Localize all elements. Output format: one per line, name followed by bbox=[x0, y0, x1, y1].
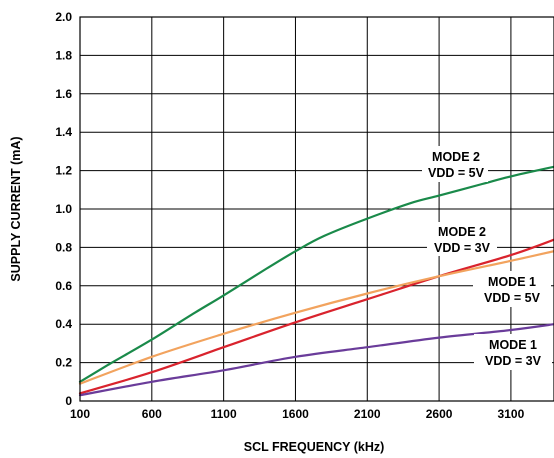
annotation-mode1-3v: MODE 1 VDD = 3V bbox=[474, 334, 552, 370]
y-tick-label: 1.4 bbox=[55, 125, 72, 139]
annotation-background bbox=[473, 271, 551, 307]
y-tick-label: 0.4 bbox=[55, 317, 72, 331]
series-mode1-3v bbox=[78, 323, 554, 397]
tick-labels: 100 600 1100 1600 2100 2600 3100 0 0.2 0.4 0.6 0.8 1… bbox=[55, 10, 524, 421]
y-tick-label: 0.8 bbox=[55, 240, 72, 254]
y-tick-label: 1.6 bbox=[55, 87, 72, 101]
y-tick-label: 0 bbox=[65, 394, 72, 408]
x-tick-label: 2600 bbox=[426, 407, 453, 421]
grid bbox=[80, 17, 554, 401]
annotation-line2: VDD = 3V bbox=[485, 354, 542, 368]
x-tick-label: 100 bbox=[70, 407, 90, 421]
y-tick-label: 0.2 bbox=[55, 356, 72, 370]
y-tick-label: 0.6 bbox=[55, 279, 72, 293]
y-tick-label: 1.0 bbox=[55, 202, 72, 216]
x-tick-label: 1100 bbox=[211, 407, 237, 421]
annotation-line2: VDD = 3V bbox=[434, 241, 491, 255]
annotation-line2: VDD = 5V bbox=[484, 291, 541, 305]
series-mode2-5v bbox=[78, 165, 554, 383]
annotation-background bbox=[422, 146, 488, 182]
series-lines bbox=[78, 165, 554, 397]
annotation-background bbox=[427, 222, 497, 256]
x-axis-title: SCL FREQUENCY (kHz) bbox=[244, 440, 385, 454]
series-mode1-5v bbox=[78, 250, 554, 385]
plot-frame bbox=[79, 16, 554, 402]
annotation-background bbox=[474, 334, 552, 370]
x-tick-label: 600 bbox=[142, 407, 162, 421]
annotation-line1: MODE 2 bbox=[438, 225, 486, 239]
annotation-line2: VDD = 5V bbox=[428, 166, 485, 180]
y-tick-label: 1.8 bbox=[55, 48, 72, 62]
series-mode2-3v bbox=[78, 238, 554, 395]
annotation-line1: MODE 2 bbox=[432, 150, 480, 164]
annotation-line1: MODE 1 bbox=[489, 338, 537, 352]
y-tick-label: 2.0 bbox=[55, 10, 72, 24]
annotation-mode2-5v: MODE 2 VDD = 5V bbox=[422, 146, 488, 182]
y-axis-title: SUPPLY CURRENT (mA) bbox=[9, 136, 23, 281]
annotation-mode2-3v: MODE 2 VDD = 3V bbox=[427, 222, 497, 256]
x-tick-label: 2100 bbox=[354, 407, 381, 421]
x-tick-label: 1600 bbox=[282, 407, 309, 421]
annotation-line1: MODE 1 bbox=[488, 275, 536, 289]
x-tick-label: 3100 bbox=[498, 407, 525, 421]
y-tick-label: 1.2 bbox=[55, 164, 72, 178]
annotation-mode1-5v: MODE 1 VDD = 5V bbox=[473, 271, 551, 307]
